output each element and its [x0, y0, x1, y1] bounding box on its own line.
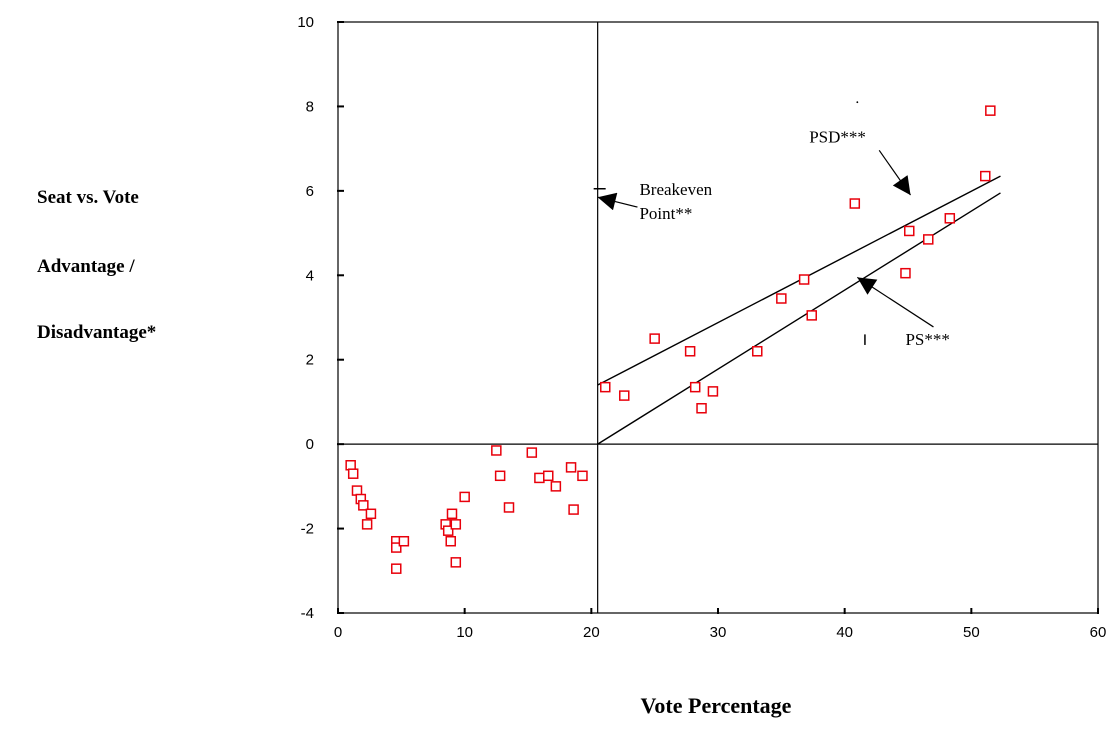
- data-point-16: [450, 557, 462, 568]
- y-axis-label-line-3: Disadvantage*: [37, 322, 156, 343]
- y-tick-label: 4: [306, 267, 314, 284]
- x-axis-ticks: 0 10 20 30 40 50 60: [334, 608, 1107, 641]
- data-point-41: [904, 225, 915, 237]
- data-point-27: [577, 470, 588, 482]
- x-tick-label: 60: [1090, 624, 1107, 641]
- data-point-17: [459, 491, 470, 503]
- data-point-5: [361, 519, 373, 530]
- y-tick-label: 8: [306, 98, 314, 115]
- data-point-24: [550, 481, 562, 492]
- y-tick-label: -4: [301, 605, 314, 622]
- x-tick-label: 10: [456, 624, 473, 641]
- data-point-43: [944, 213, 956, 224]
- data-point-19: [494, 470, 506, 482]
- y-tick-label: 0: [306, 436, 314, 453]
- annotation-psd-text: PSD***: [809, 127, 866, 146]
- annotation-breakeven-text: Point**: [639, 204, 692, 223]
- data-point-9: [398, 535, 410, 547]
- data-point-38: [806, 310, 817, 321]
- x-tick-label: 0: [334, 624, 342, 641]
- annotation-breakeven-arrow: [597, 192, 638, 211]
- reference-lines: [338, 22, 1098, 613]
- data-point-18: [491, 445, 502, 456]
- x-tick-label: 30: [710, 624, 727, 641]
- x-tick-label: 50: [963, 624, 980, 641]
- data-point-12: [442, 525, 454, 536]
- data-point-8: [391, 542, 402, 553]
- data-point-42: [923, 234, 934, 245]
- annotation-breakeven-text: Breakeven: [639, 180, 712, 199]
- y-axis-ticks: -4 -2 0 2 4 6 8 10: [297, 14, 344, 622]
- data-point-6: [365, 508, 377, 520]
- stray-marks: [593, 101, 866, 345]
- data-point-10: [391, 563, 402, 574]
- data-point-1: [347, 468, 359, 479]
- annotation-ps-arrow: [857, 276, 934, 328]
- y-tick-label: -2: [301, 521, 314, 538]
- data-point-40: [900, 267, 911, 279]
- data-point-32: [689, 381, 701, 393]
- data-point-26: [568, 504, 579, 515]
- data-point-23: [543, 470, 554, 482]
- data-points: [345, 105, 996, 574]
- y-tick-label: 10: [297, 14, 314, 31]
- data-point-39: [849, 198, 861, 209]
- data-point-15: [450, 519, 462, 530]
- data-point-13: [446, 508, 458, 520]
- data-point-0: [345, 460, 356, 471]
- data-point-33: [696, 403, 707, 414]
- data-point-22: [534, 472, 545, 484]
- data-point-14: [445, 535, 456, 547]
- data-point-35: [752, 346, 763, 357]
- y-axis-label-line-1: Seat vs. Vote: [37, 187, 139, 208]
- data-point-2: [351, 485, 363, 496]
- data-point-44: [980, 170, 991, 182]
- data-point-20: [503, 502, 515, 513]
- data-point-45: [985, 105, 996, 116]
- data-point-28: [600, 381, 611, 393]
- data-point-4: [358, 500, 369, 511]
- x-axis-label: Vote Percentage: [641, 693, 792, 718]
- data-point-30: [649, 333, 660, 344]
- data-point-36: [776, 293, 787, 304]
- data-point-21: [526, 447, 538, 458]
- data-point-37: [798, 274, 810, 285]
- annotations: Breakeven Point** PSD*** PS***: [597, 127, 950, 349]
- x-tick-label: 20: [583, 624, 600, 641]
- y-tick-label: 2: [306, 352, 314, 369]
- y-tick-label: 6: [306, 183, 314, 200]
- fit-line-ps: [597, 192, 1001, 445]
- stray-dot: [856, 101, 859, 104]
- data-point-34: [707, 386, 719, 397]
- y-axis-label-line-2: Advantage /: [37, 256, 135, 277]
- data-point-31: [684, 346, 696, 357]
- x-tick-label: 40: [836, 624, 853, 641]
- data-point-25: [565, 462, 577, 473]
- data-point-29: [619, 390, 630, 401]
- annotation-psd-arrow: [878, 149, 912, 196]
- annotation-ps-text: PS***: [905, 330, 949, 349]
